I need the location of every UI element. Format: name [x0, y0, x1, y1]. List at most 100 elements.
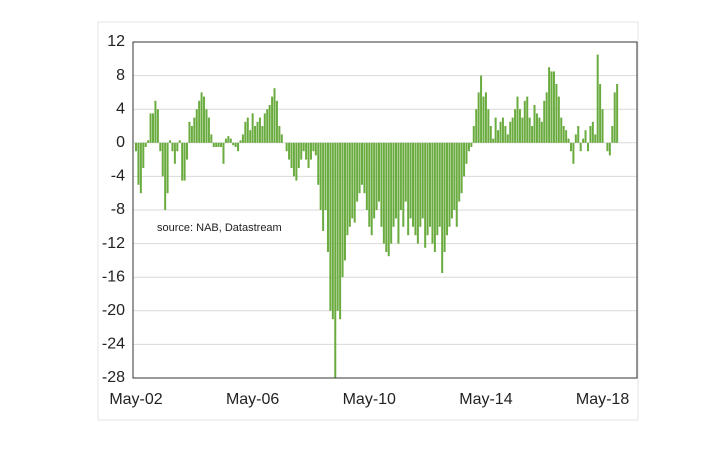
bar	[584, 130, 587, 143]
bar	[176, 142, 179, 152]
bar	[499, 121, 502, 143]
bar	[215, 142, 218, 147]
y-tick-label: 8	[116, 67, 125, 84]
bar	[572, 142, 575, 164]
y-tick-label: 0	[116, 134, 125, 151]
bar	[523, 100, 526, 143]
bar	[412, 142, 415, 227]
bar	[135, 142, 137, 152]
bar	[237, 142, 240, 152]
bar	[205, 109, 208, 143]
bar	[492, 138, 495, 143]
bar	[154, 100, 157, 143]
bar	[144, 142, 147, 147]
bar	[295, 142, 298, 181]
bar	[407, 142, 410, 236]
bar	[149, 113, 152, 143]
bar	[436, 142, 439, 236]
bar	[339, 142, 342, 320]
y-tick-label: -24	[102, 336, 125, 353]
bar	[198, 100, 201, 143]
bar	[506, 134, 509, 143]
bar	[387, 142, 390, 257]
bar	[161, 142, 164, 177]
bar	[356, 142, 359, 202]
bar	[336, 142, 339, 311]
bar	[552, 71, 555, 143]
bar	[582, 138, 585, 143]
x-tick-label: May-06	[226, 391, 279, 408]
bar	[450, 142, 453, 219]
bar	[574, 134, 577, 143]
bar	[465, 142, 468, 164]
bar	[241, 134, 244, 143]
y-tick-label: 4	[116, 100, 125, 117]
bar	[271, 96, 274, 143]
bar	[419, 142, 422, 227]
bar	[292, 142, 295, 177]
bar	[463, 142, 466, 177]
bar	[324, 142, 327, 210]
bar	[511, 117, 514, 143]
bar	[504, 126, 507, 143]
bar	[375, 142, 378, 210]
bar	[309, 142, 312, 160]
bar	[526, 96, 529, 143]
y-tick-label: -16	[102, 268, 125, 285]
bar	[579, 142, 582, 152]
y-tick-label: -4	[111, 168, 125, 185]
bar	[251, 113, 254, 143]
bar	[326, 142, 329, 252]
bar	[322, 142, 325, 231]
bar	[305, 142, 308, 160]
bar	[363, 142, 366, 194]
bar	[232, 142, 235, 146]
bar	[169, 140, 172, 143]
bar	[166, 142, 169, 194]
bar	[577, 126, 580, 143]
bar	[392, 142, 395, 227]
bar	[441, 142, 444, 273]
bar	[477, 92, 480, 143]
bar	[616, 84, 619, 143]
bar	[249, 130, 252, 143]
plot-frame	[132, 41, 638, 379]
bar	[351, 142, 354, 219]
bar	[278, 126, 281, 143]
bar	[424, 142, 427, 248]
bar	[152, 113, 155, 143]
annotation: source: NAB, Datastream	[157, 222, 282, 234]
bar	[139, 142, 142, 194]
bar	[414, 142, 417, 236]
bar	[433, 142, 436, 252]
bar	[331, 142, 334, 320]
bar	[212, 142, 215, 147]
bar	[538, 117, 541, 143]
bar	[171, 142, 174, 152]
bar	[348, 142, 351, 227]
bar	[453, 142, 456, 210]
bar	[370, 142, 373, 236]
bar	[275, 100, 278, 143]
bar	[460, 142, 463, 194]
x-tick-label: May-18	[576, 391, 629, 408]
bar	[183, 142, 186, 181]
bar	[365, 142, 368, 210]
bar	[613, 92, 616, 143]
x-tick-label: May-14	[459, 391, 512, 408]
bar	[455, 142, 458, 227]
bar	[222, 142, 225, 164]
bar	[611, 126, 614, 143]
bar	[438, 142, 441, 227]
bar	[164, 142, 167, 210]
bar	[494, 117, 497, 143]
bar	[545, 92, 548, 143]
bar	[562, 126, 565, 143]
bar	[220, 142, 223, 147]
bar	[548, 67, 551, 143]
bar	[390, 142, 393, 244]
bar	[404, 142, 407, 202]
y-tick-label: 12	[107, 33, 125, 50]
bar	[290, 142, 293, 168]
bar	[555, 84, 558, 143]
